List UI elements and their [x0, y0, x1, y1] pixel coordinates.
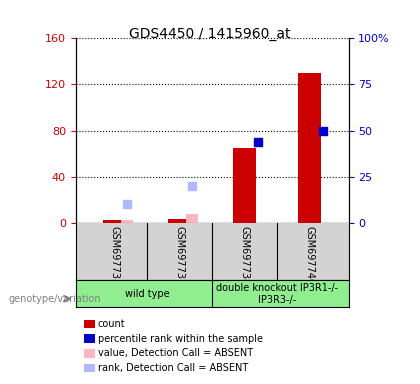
- Text: value, Detection Call = ABSENT: value, Detection Call = ABSENT: [98, 348, 253, 358]
- Text: GSM697737: GSM697737: [175, 225, 185, 285]
- Bar: [103, 220, 126, 223]
- Text: wild type: wild type: [125, 289, 169, 299]
- Bar: [298, 73, 321, 223]
- Text: genotype/variation: genotype/variation: [8, 294, 101, 304]
- Bar: [186, 214, 198, 223]
- Point: [124, 201, 131, 207]
- Text: percentile rank within the sample: percentile rank within the sample: [98, 334, 263, 344]
- Point: [189, 183, 195, 189]
- Point: [255, 139, 262, 145]
- Text: GSM697738: GSM697738: [239, 225, 249, 285]
- Text: rank, Detection Call = ABSENT: rank, Detection Call = ABSENT: [98, 363, 248, 373]
- Bar: [233, 148, 256, 223]
- Text: GSM697735: GSM697735: [110, 225, 120, 285]
- Point: [320, 127, 327, 134]
- Bar: [168, 219, 191, 223]
- Text: count: count: [98, 319, 126, 329]
- Text: GSM697740: GSM697740: [304, 225, 315, 285]
- Bar: [121, 220, 133, 223]
- Text: GDS4450 / 1415960_at: GDS4450 / 1415960_at: [129, 27, 291, 41]
- Text: double knockout IP3R1-/-
IP3R3-/-: double knockout IP3R1-/- IP3R3-/-: [216, 283, 338, 305]
